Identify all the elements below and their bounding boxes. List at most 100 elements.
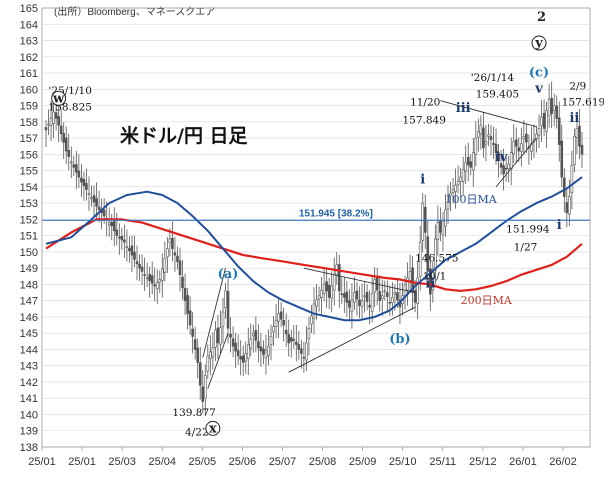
candle-body: [130, 245, 134, 256]
y-tick-label: 152: [20, 214, 38, 226]
y-tick-label: 158: [20, 117, 38, 129]
candle-body: [120, 235, 124, 241]
x-tick-label: 25/01: [28, 456, 56, 468]
wave-label: iii: [456, 101, 471, 116]
wave-label: ii: [425, 277, 435, 292]
candle-body: [380, 295, 384, 299]
y-tick-label: 159: [20, 101, 38, 113]
y-tick-label: 144: [20, 344, 38, 356]
candle-body: [525, 133, 528, 143]
wave-label: (a): [218, 267, 239, 282]
candle-body: [95, 198, 98, 207]
candle-body: [168, 238, 172, 244]
candle-body: [436, 222, 440, 240]
candle-body: [269, 336, 273, 345]
candle-body: [345, 291, 349, 303]
candle-body: [537, 128, 541, 136]
candle-body: [219, 327, 222, 345]
y-tick-label: 151: [20, 231, 38, 243]
candle-body: [573, 136, 576, 165]
candle-body: [150, 275, 154, 284]
trend-line: [288, 306, 416, 373]
candle-body: [52, 111, 55, 124]
candle-body: [307, 328, 311, 339]
candle-body: [310, 315, 313, 325]
candle-body: [411, 267, 414, 293]
y-tick-label: 162: [20, 52, 38, 64]
candle-body: [492, 143, 495, 145]
y-tick-label: 138: [20, 442, 38, 454]
candle-body: [555, 105, 559, 119]
candle-body: [231, 338, 235, 347]
price-annotation: 146.575: [415, 253, 458, 265]
candle-body: [312, 303, 316, 319]
candle-body: [143, 274, 146, 276]
candle-body: [90, 197, 93, 199]
candle-body: [216, 327, 220, 344]
candle-body: [267, 345, 270, 356]
wave-label: ii: [569, 111, 579, 126]
candle-body: [320, 289, 323, 298]
candle-body: [305, 342, 308, 361]
candle-body: [264, 349, 268, 358]
candle-body: [69, 161, 73, 164]
candle-body: [246, 344, 250, 359]
candle-body: [196, 347, 199, 363]
candle-body: [178, 260, 182, 275]
candle-body: [568, 196, 571, 215]
y-axis: 138 139 140 141 142 143 144 145 146 147 148 149 150 1…: [20, 3, 38, 454]
price-annotation: 11/20: [410, 97, 440, 109]
price-annotation: '26/1/14: [471, 72, 515, 84]
candle-body: [451, 188, 455, 193]
candle-body: [123, 239, 126, 243]
candle-body: [186, 295, 189, 314]
candle-body: [570, 165, 574, 193]
candle-body: [373, 279, 376, 293]
candle-body: [441, 220, 445, 235]
candle-body: [325, 281, 328, 292]
candle-body: [466, 156, 470, 166]
candle-body: [489, 136, 493, 140]
candle-body: [421, 202, 425, 241]
candle-body: [520, 143, 523, 152]
wave-label: x: [209, 421, 217, 436]
candle-body: [499, 163, 503, 168]
candle-body: [252, 332, 255, 337]
trend-line: [440, 100, 537, 128]
candle-body: [391, 297, 394, 303]
candle-body: [153, 284, 157, 287]
candle-body: [112, 220, 116, 232]
y-tick-label: 140: [20, 409, 38, 421]
candle-body: [92, 195, 96, 203]
x-tick-label: 25/06: [229, 456, 257, 468]
candle-body: [540, 116, 543, 126]
chart-title: 米ドル/円 日足: [120, 124, 249, 147]
candle-body: [64, 137, 68, 152]
y-axis-gridlines: [42, 7, 590, 448]
candle-body: [229, 333, 232, 338]
candle-body: [44, 127, 48, 131]
candle-body: [368, 304, 371, 308]
wave-label: (c): [529, 65, 549, 80]
candle-body: [49, 117, 53, 126]
candle-body: [512, 141, 516, 155]
candle-body: [560, 140, 564, 178]
candle-body: [383, 290, 387, 293]
candle-body: [234, 342, 237, 352]
candle-body: [97, 206, 101, 210]
y-tick-label: 150: [20, 247, 38, 259]
price-annotation: 4/22: [185, 427, 209, 439]
candle-body: [469, 161, 473, 168]
candle-body: [330, 285, 333, 299]
candle-body: [497, 152, 500, 162]
candle-body: [557, 117, 561, 145]
y-tick-label: 157: [20, 133, 38, 145]
candle-body: [47, 123, 50, 126]
y-tick-label: 149: [20, 263, 38, 275]
y-tick-label: 148: [20, 279, 38, 291]
candle-body: [327, 285, 331, 298]
candle-body: [82, 178, 86, 187]
candle-body: [363, 295, 366, 298]
x-tick-label: 25/12: [469, 456, 497, 468]
